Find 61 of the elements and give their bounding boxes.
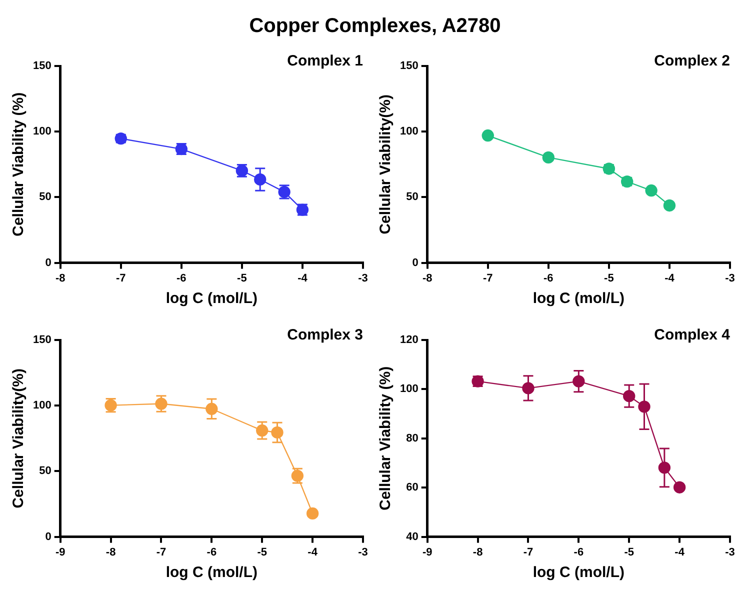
- x-tick-label: -3: [358, 546, 368, 558]
- y-tick-label: 100: [400, 126, 418, 138]
- point: [542, 151, 555, 164]
- x-tick-label: -7: [116, 272, 126, 284]
- x-axis-title: log C (mol/L): [166, 290, 258, 308]
- x-tick-label: -3: [725, 546, 735, 558]
- x-axis-title: log C (mol/L): [532, 290, 625, 308]
- y-tick-label: 0: [412, 256, 418, 269]
- y-axis-title: Cellular Viability (%): [377, 366, 394, 510]
- annotation: Complex 4: [654, 326, 731, 344]
- x-axis-title: log C (mol/L): [532, 564, 625, 582]
- point: [482, 129, 494, 142]
- y-tick-label: 80: [406, 432, 418, 444]
- x-tick-label: -7: [523, 546, 534, 558]
- x-tick-label: -6: [176, 272, 186, 284]
- annotation: Complex 2: [654, 52, 730, 70]
- y-axis-title: Cellular Viability(%): [377, 94, 394, 234]
- y-axis-title: Cellular Viability(%): [10, 368, 28, 508]
- y-tick-label: 50: [39, 465, 52, 478]
- x-tick-label: -6: [574, 546, 584, 558]
- y-tick-label: 0: [45, 530, 52, 543]
- x-tick-label: -5: [237, 272, 247, 284]
- x-tick-label: -5: [604, 272, 614, 284]
- y-tick-label: 50: [406, 191, 418, 204]
- x-tick-label: -3: [725, 272, 735, 284]
- x-tick-label: -7: [482, 272, 493, 284]
- point: [645, 184, 658, 197]
- y-tick-label: 100: [400, 383, 418, 396]
- x-tick-label: -8: [422, 272, 432, 284]
- x-tick-label: -5: [624, 546, 634, 558]
- x-tick-label: -5: [257, 546, 268, 558]
- y-tick-label: 150: [32, 334, 52, 346]
- y-tick-label: 150: [400, 60, 418, 72]
- x-tick-label: -4: [298, 272, 308, 284]
- y-tick-label: 0: [45, 256, 52, 269]
- x-tick-label: -9: [55, 546, 66, 558]
- x-tick-label: -4: [664, 272, 676, 284]
- point: [306, 507, 319, 520]
- chart-title: Copper Complexes, A2780: [248, 14, 502, 39]
- x-axis-title: log C (mol/L): [166, 564, 258, 582]
- x-tick-label: -8: [472, 546, 483, 558]
- x-tick-label: -8: [106, 546, 116, 558]
- annotation: Complex 1: [287, 52, 363, 70]
- x-tick-label: -9: [422, 546, 432, 558]
- y-tick-label: 100: [32, 400, 52, 412]
- y-tick-label: 50: [39, 191, 52, 204]
- x-tick-label: -4: [674, 546, 686, 558]
- y-tick-label: 40: [406, 530, 418, 543]
- x-tick-label: -7: [156, 546, 166, 558]
- annotation: Complex 3: [287, 326, 363, 344]
- x-tick-label: -8: [55, 272, 66, 284]
- x-tick-label: -6: [206, 546, 217, 558]
- y-axis-title: Cellular Viability (%): [10, 92, 28, 236]
- y-tick-label: 60: [406, 482, 418, 494]
- x-tick-label: -3: [358, 272, 368, 284]
- point: [673, 481, 686, 494]
- y-tick-label: 150: [32, 60, 52, 72]
- y-tick-label: 100: [32, 126, 52, 138]
- y-tick-label: 120: [400, 334, 418, 346]
- x-tick-label: -4: [308, 546, 318, 558]
- x-tick-label: -6: [544, 272, 554, 284]
